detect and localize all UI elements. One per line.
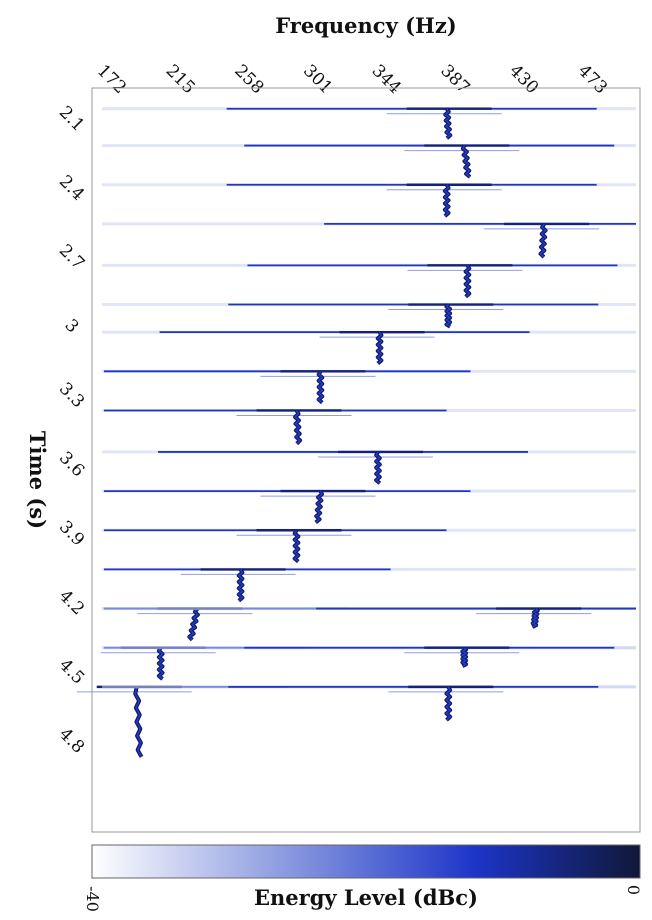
note-event xyxy=(102,369,636,405)
y-tick-label: 2.7 xyxy=(55,241,88,274)
y-axis-title: Time (s) xyxy=(25,431,50,529)
y-tick-label: 4.8 xyxy=(55,724,88,757)
note-event xyxy=(76,685,636,758)
note-event xyxy=(102,144,636,179)
note-event xyxy=(102,107,636,140)
x-tick-label: 215 xyxy=(162,61,199,98)
note-event xyxy=(102,222,636,259)
x-tick-labels: 172 215 258 301 344 387 430 473 xyxy=(93,61,611,98)
note-event xyxy=(102,607,636,642)
x-tick-label: 258 xyxy=(230,61,267,98)
y-tick-labels: 2.1 2.4 2.7 3 3.3 3.6 3.9 4.2 4.5 4.8 xyxy=(55,102,88,757)
colorbar xyxy=(91,844,641,879)
note-event xyxy=(102,408,636,446)
note-event xyxy=(102,567,636,603)
colorbar-min-label: -40 xyxy=(83,886,102,912)
note-event xyxy=(102,450,636,485)
note-event xyxy=(102,685,636,722)
y-tick-label: 4.2 xyxy=(55,586,88,619)
x-axis-title: Frequency (Hz) xyxy=(275,13,456,38)
note-event xyxy=(102,263,636,299)
x-tick-label: 344 xyxy=(368,61,405,98)
x-tick-label: 172 xyxy=(93,61,130,98)
x-tick-label: 301 xyxy=(299,61,336,98)
y-tick-label: 3.9 xyxy=(55,517,88,550)
note-event xyxy=(102,330,636,365)
x-tick-label: 473 xyxy=(574,61,611,98)
note-event xyxy=(102,646,636,668)
y-tick-label: 3 xyxy=(61,315,83,337)
x-tick-label: 430 xyxy=(505,61,542,98)
note-event xyxy=(102,528,636,564)
y-tick-label: 3.3 xyxy=(55,379,88,412)
note-event xyxy=(102,607,636,629)
note-event xyxy=(102,303,636,329)
y-tick-label: 2.1 xyxy=(55,102,88,135)
note-event xyxy=(102,489,636,524)
x-tick-label: 387 xyxy=(436,61,473,98)
y-tick-label: 2.4 xyxy=(55,171,88,204)
y-tick-label: 3.6 xyxy=(55,448,88,481)
y-tick-label: 4.5 xyxy=(55,655,88,688)
note-event xyxy=(100,646,636,681)
colorbar-max-label: 0 xyxy=(624,885,643,895)
note-event xyxy=(102,183,636,218)
plot-frame xyxy=(91,87,641,833)
colorbar-title: Energy Level (dBc) xyxy=(254,885,478,910)
plot-marks xyxy=(76,107,636,758)
